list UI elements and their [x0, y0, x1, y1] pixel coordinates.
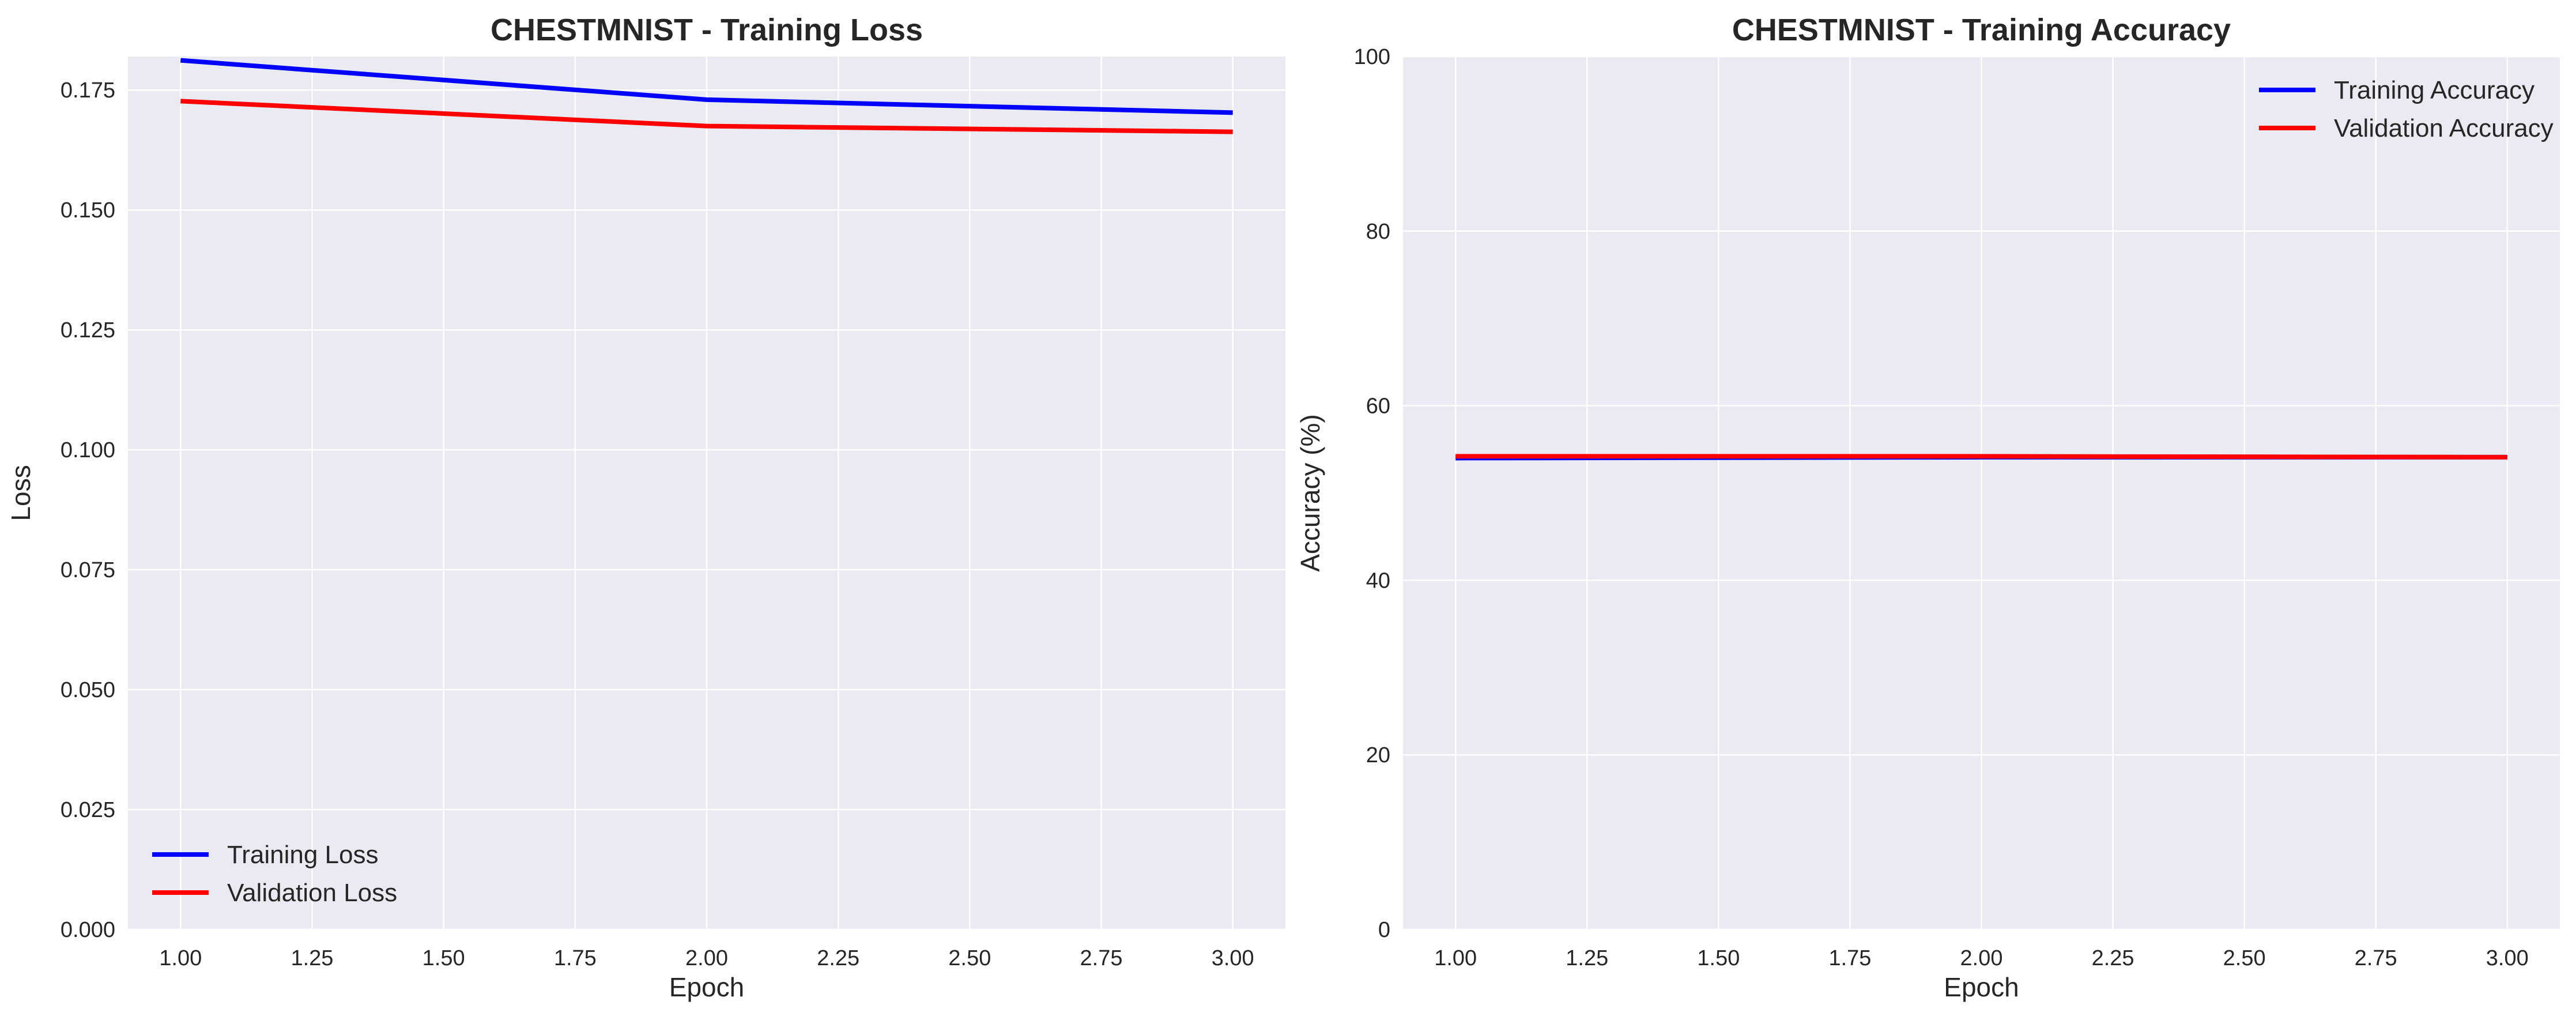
loss-x-tick-label: 2.00	[685, 946, 728, 970]
loss-series-line-validation	[180, 99, 1233, 134]
loss-x-tick-label: 2.25	[817, 946, 859, 970]
accuracy-y-tick-label: 40	[1366, 569, 1390, 593]
loss-chart-panel: 1.00 1.25 1.50 1.75 2.00 2.25 2.50 2.75 3.00 0.0…	[6, 13, 1285, 1002]
accuracy-x-tick-label: 3.00	[2486, 946, 2529, 970]
accuracy-x-tick-label: 1.50	[1697, 946, 1740, 970]
loss-x-tick-label: 1.00	[159, 946, 202, 970]
loss-series-line-training	[180, 58, 1233, 115]
loss-legend-label: Validation Loss	[227, 879, 397, 907]
loss-x-axis-label: Epoch	[669, 972, 744, 1002]
loss-y-tick-label: 0.175	[61, 78, 115, 103]
accuracy-x-tick-label: 2.75	[2355, 946, 2397, 970]
accuracy-y-tick-labels: 0 20 40 60 80 100	[1354, 45, 1390, 942]
loss-x-tick-label: 2.75	[1080, 946, 1123, 970]
loss-y-tick-label: 0.125	[61, 318, 115, 342]
accuracy-chart-panel: 1.00 1.25 1.50 1.75 2.00 2.25 2.50 2.75 3.00 0 20…	[1295, 13, 2560, 1002]
accuracy-x-tick-label: 2.50	[2223, 946, 2266, 970]
loss-x-tick-label: 3.00	[1212, 946, 1254, 970]
loss-y-tick-label: 0.000	[61, 918, 115, 942]
loss-legend-label: Training Loss	[227, 841, 379, 869]
accuracy-x-tick-label: 1.25	[1566, 946, 1608, 970]
loss-x-tick-labels: 1.00 1.25 1.50 1.75 2.00 2.25 2.50 2.75 3.00	[159, 946, 1254, 970]
accuracy-legend-label: Training Accuracy	[2334, 76, 2534, 104]
accuracy-chart-title: CHESTMNIST - Training Accuracy	[1732, 13, 2231, 47]
accuracy-x-tick-label: 2.25	[2092, 946, 2134, 970]
loss-y-tick-label: 0.050	[61, 678, 115, 702]
loss-series	[180, 58, 1233, 134]
accuracy-series-line-validation	[1455, 454, 2507, 460]
loss-x-tick-label: 1.75	[554, 946, 597, 970]
loss-y-axis-label: Loss	[6, 465, 36, 521]
accuracy-x-axis-label: Epoch	[1944, 972, 2019, 1002]
loss-legend: Training Loss Validation Loss	[152, 841, 397, 907]
accuracy-legend: Training Accuracy Validation Accuracy	[2259, 76, 2554, 142]
accuracy-y-tick-label: 80	[1366, 220, 1390, 244]
accuracy-y-tick-label: 60	[1366, 394, 1390, 419]
accuracy-legend-label: Validation Accuracy	[2334, 114, 2554, 142]
loss-x-tick-label: 1.50	[423, 946, 465, 970]
loss-y-tick-label: 0.075	[61, 558, 115, 582]
accuracy-y-tick-label: 0	[1378, 918, 1390, 942]
loss-x-tick-label: 1.25	[291, 946, 333, 970]
accuracy-y-tick-label: 20	[1366, 743, 1390, 767]
accuracy-grid	[1403, 55, 2560, 931]
accuracy-x-tick-label: 1.75	[1828, 946, 1871, 970]
loss-y-tick-label: 0.025	[61, 798, 115, 822]
loss-y-tick-label: 0.150	[61, 198, 115, 223]
loss-y-tick-label: 0.100	[61, 438, 115, 462]
loss-y-tick-labels: 0.000 0.025 0.050 0.075 0.100 0.125 0.150 0.175	[61, 78, 115, 942]
accuracy-series	[1455, 454, 2507, 461]
loss-chart-title: CHESTMNIST - Training Loss	[491, 13, 923, 47]
accuracy-x-tick-label: 1.00	[1434, 946, 1477, 970]
loss-x-tick-label: 2.50	[948, 946, 991, 970]
accuracy-x-tick-label: 2.00	[1960, 946, 2003, 970]
accuracy-y-tick-label: 100	[1354, 45, 1390, 69]
loss-grid	[128, 57, 1285, 931]
accuracy-x-tick-labels: 1.00 1.25 1.50 1.75 2.00 2.25 2.50 2.75 3.00	[1434, 946, 2529, 970]
accuracy-y-axis-label: Accuracy (%)	[1295, 414, 1325, 571]
